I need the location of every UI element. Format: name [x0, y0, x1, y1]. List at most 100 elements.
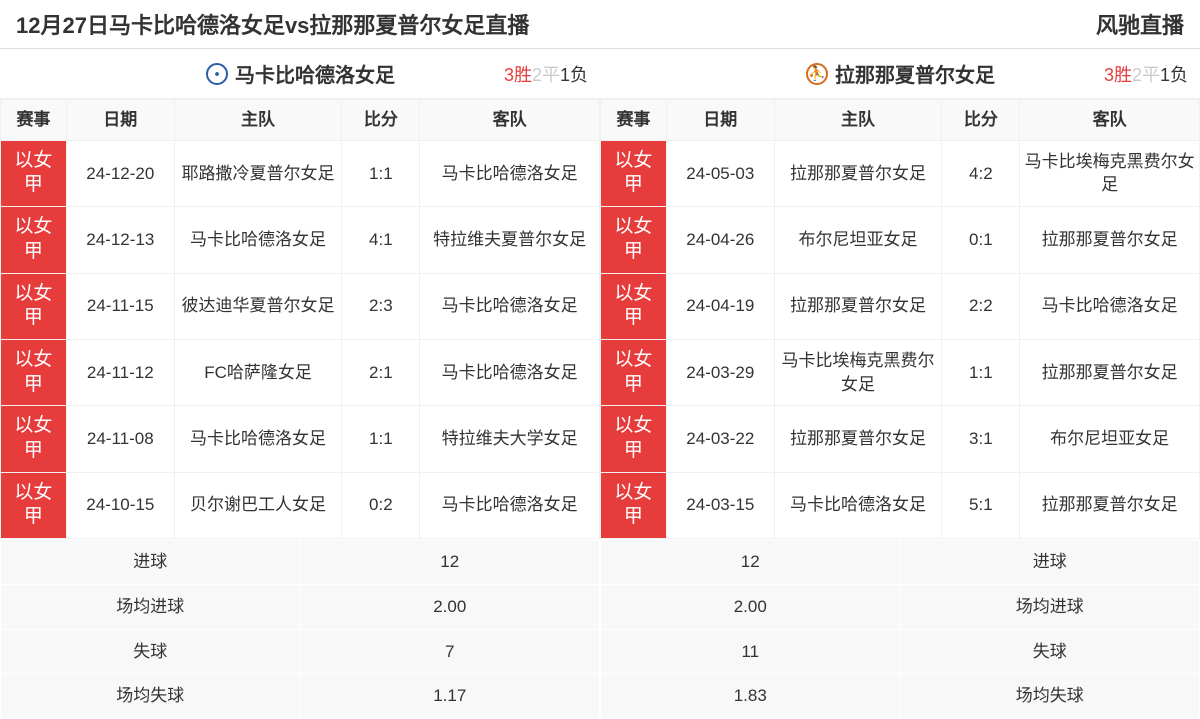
cell-league: 以女甲: [601, 140, 667, 206]
page-header: 12月27日马卡比哈德洛女足vs拉那那夏普尔女足直播 风驰直播: [0, 0, 1200, 49]
left-stats-table: 进球12 场均进球2.00 失球7 场均失球1.17: [0, 539, 600, 719]
record-loss: 1负: [1160, 65, 1188, 85]
right-stats-table: 12进球 2.00场均进球 11失球 1.83场均失球: [600, 539, 1200, 719]
cell-home: 马卡比埃梅克黑费尔女足: [774, 339, 942, 405]
table-row[interactable]: 以女甲24-11-15彼达迪华夏普尔女足2:3马卡比哈德洛女足: [1, 273, 600, 339]
left-matches-table: 赛事 日期 主队 比分 客队 以女甲24-12-20耶路撒冷夏普尔女足1:1马卡…: [0, 99, 600, 539]
stat-row: 场均进球2.00: [1, 584, 600, 629]
cell-home: FC哈萨隆女足: [174, 339, 342, 405]
cell-score: 1:1: [342, 140, 420, 206]
cell-date: 24-11-15: [66, 273, 174, 339]
cell-date: 24-05-03: [666, 140, 774, 206]
table-row[interactable]: 以女甲24-03-15马卡比哈德洛女足5:1拉那那夏普尔女足: [601, 472, 1200, 538]
cell-away: 布尔尼坦亚女足: [1020, 406, 1200, 472]
main-content: 马卡比哈德洛女足 3胜2平1负 赛事 日期 主队 比分 客队 以女甲24-12-…: [0, 49, 1200, 719]
cell-league: 以女甲: [601, 273, 667, 339]
table-row[interactable]: 以女甲24-04-26布尔尼坦亚女足0:1拉那那夏普尔女足: [601, 207, 1200, 273]
left-team-header: 马卡比哈德洛女足 3胜2平1负: [0, 49, 600, 99]
stat-row: 进球12: [1, 540, 600, 585]
cell-date: 24-04-19: [666, 273, 774, 339]
record-win: 3胜: [504, 65, 532, 85]
record-win: 3胜: [1104, 65, 1132, 85]
right-record: 3胜2平1负: [1104, 61, 1188, 87]
right-matches-table: 赛事 日期 主队 比分 客队 以女甲24-05-03拉那那夏普尔女足4:2马卡比…: [600, 99, 1200, 539]
cell-date: 24-12-13: [66, 207, 174, 273]
col-league: 赛事: [601, 100, 667, 141]
cell-league: 以女甲: [1, 406, 67, 472]
cell-away: 特拉维夫夏普尔女足: [420, 207, 600, 273]
left-team-name: 马卡比哈德洛女足: [235, 59, 395, 88]
table-row[interactable]: 以女甲24-11-12FC哈萨隆女足2:1马卡比哈德洛女足: [1, 339, 600, 405]
cell-home: 拉那那夏普尔女足: [774, 140, 942, 206]
stat-label: 场均失球: [1, 674, 301, 719]
stat-row: 12进球: [601, 540, 1200, 585]
cell-league: 以女甲: [601, 472, 667, 538]
cell-home: 彼达迪华夏普尔女足: [174, 273, 342, 339]
cell-away: 马卡比埃梅克黑费尔女足: [1020, 140, 1200, 206]
stat-label: 失球: [1, 629, 301, 674]
cell-league: 以女甲: [1, 207, 67, 273]
table-row[interactable]: 以女甲24-10-15贝尔谢巴工人女足0:2马卡比哈德洛女足: [1, 472, 600, 538]
cell-away: 马卡比哈德洛女足: [1020, 273, 1200, 339]
left-record: 3胜2平1负: [504, 61, 588, 87]
table-row[interactable]: 以女甲24-12-20耶路撒冷夏普尔女足1:1马卡比哈德洛女足: [1, 140, 600, 206]
table-row[interactable]: 以女甲24-11-08马卡比哈德洛女足1:1特拉维夫大学女足: [1, 406, 600, 472]
cell-score: 2:1: [342, 339, 420, 405]
cell-score: 1:1: [942, 339, 1020, 405]
cell-away: 马卡比哈德洛女足: [420, 273, 600, 339]
cell-league: 以女甲: [601, 406, 667, 472]
table-row[interactable]: 以女甲24-12-13马卡比哈德洛女足4:1特拉维夫夏普尔女足: [1, 207, 600, 273]
cell-date: 24-11-12: [66, 339, 174, 405]
cell-away: 马卡比哈德洛女足: [420, 472, 600, 538]
cell-score: 3:1: [942, 406, 1020, 472]
cell-home: 贝尔谢巴工人女足: [174, 472, 342, 538]
stat-label: 失球: [900, 629, 1200, 674]
cell-away: 拉那那夏普尔女足: [1020, 472, 1200, 538]
table-row[interactable]: 以女甲24-05-03拉那那夏普尔女足4:2马卡比埃梅克黑费尔女足: [601, 140, 1200, 206]
table-row[interactable]: 以女甲24-04-19拉那那夏普尔女足2:2马卡比哈德洛女足: [601, 273, 1200, 339]
cell-home: 马卡比哈德洛女足: [774, 472, 942, 538]
cell-home: 拉那那夏普尔女足: [774, 406, 942, 472]
cell-home: 耶路撒冷夏普尔女足: [174, 140, 342, 206]
cell-home: 马卡比哈德洛女足: [174, 406, 342, 472]
team-logo-icon: [205, 62, 229, 86]
stat-row: 失球7: [1, 629, 600, 674]
cell-score: 5:1: [942, 472, 1020, 538]
stat-label: 进球: [900, 540, 1200, 585]
col-date: 日期: [666, 100, 774, 141]
cell-away: 马卡比哈德洛女足: [420, 339, 600, 405]
cell-league: 以女甲: [1, 273, 67, 339]
stat-row: 1.83场均失球: [601, 674, 1200, 719]
stat-row: 场均失球1.17: [1, 674, 600, 719]
stat-label: 场均进球: [900, 584, 1200, 629]
table-row[interactable]: 以女甲24-03-29马卡比埃梅克黑费尔女足1:1拉那那夏普尔女足: [601, 339, 1200, 405]
brand-name: 风驰直播: [1096, 8, 1184, 40]
col-home: 主队: [774, 100, 942, 141]
cell-away: 拉那那夏普尔女足: [1020, 339, 1200, 405]
stat-row: 2.00场均进球: [601, 584, 1200, 629]
cell-score: 4:2: [942, 140, 1020, 206]
cell-score: 2:2: [942, 273, 1020, 339]
stat-value: 12: [300, 540, 600, 585]
table-row[interactable]: 以女甲24-03-22拉那那夏普尔女足3:1布尔尼坦亚女足: [601, 406, 1200, 472]
cell-date: 24-03-15: [666, 472, 774, 538]
cell-date: 24-04-26: [666, 207, 774, 273]
stat-label: 场均失球: [900, 674, 1200, 719]
cell-date: 24-12-20: [66, 140, 174, 206]
col-away: 客队: [420, 100, 600, 141]
cell-date: 24-10-15: [66, 472, 174, 538]
table-header-row: 赛事 日期 主队 比分 客队: [601, 100, 1200, 141]
stat-label: 进球: [1, 540, 301, 585]
cell-away: 马卡比哈德洛女足: [420, 140, 600, 206]
team-logo-icon: ⛹: [805, 62, 829, 86]
cell-away: 拉那那夏普尔女足: [1020, 207, 1200, 273]
cell-league: 以女甲: [601, 207, 667, 273]
cell-league: 以女甲: [1, 339, 67, 405]
cell-date: 24-11-08: [66, 406, 174, 472]
cell-score: 0:1: [942, 207, 1020, 273]
cell-away: 特拉维夫大学女足: [420, 406, 600, 472]
table-header-row: 赛事 日期 主队 比分 客队: [1, 100, 600, 141]
cell-home: 拉那那夏普尔女足: [774, 273, 942, 339]
right-team-header: ⛹ 拉那那夏普尔女足 3胜2平1负: [600, 49, 1200, 99]
cell-home: 马卡比哈德洛女足: [174, 207, 342, 273]
